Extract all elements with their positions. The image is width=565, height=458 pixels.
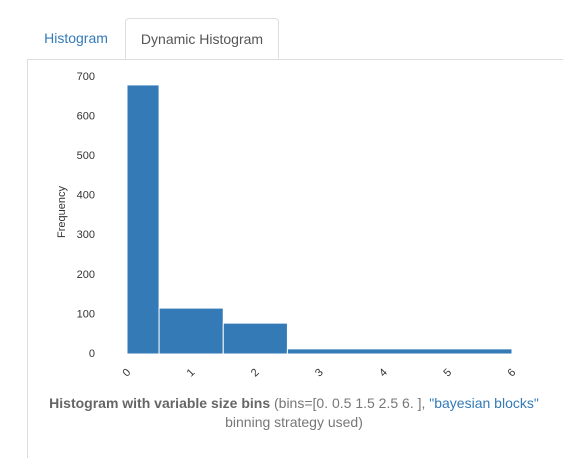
bar bbox=[222, 322, 288, 355]
panel-border bbox=[27, 59, 28, 458]
x-tick-label: 0 bbox=[121, 367, 134, 380]
y-tick-label: 200 bbox=[77, 269, 95, 281]
tab[interactable]: Histogram bbox=[44, 30, 108, 46]
y-tick-label: 600 bbox=[77, 110, 95, 122]
tab-border bbox=[27, 59, 563, 60]
caption: Histogram with variable size bins (bins=… bbox=[34, 394, 554, 432]
caption-text: (bins=[0. 0.5 1.5 2.5 6. ], bbox=[274, 395, 426, 411]
x-tick-label: 2 bbox=[249, 367, 262, 380]
caption-title: Histogram with variable size bins bbox=[49, 395, 271, 411]
x-tick-label: 5 bbox=[441, 367, 454, 380]
y-tick-label: 0 bbox=[89, 348, 95, 360]
y-tick-label: 500 bbox=[77, 150, 95, 162]
y-tick-label: 400 bbox=[77, 190, 95, 202]
caption-suffix: binning strategy used) bbox=[225, 414, 363, 430]
y-tick-label: 100 bbox=[77, 308, 95, 320]
x-tick-label: 3 bbox=[313, 367, 326, 380]
x-tick-label: 6 bbox=[506, 367, 519, 380]
y-tick-label: 300 bbox=[77, 229, 95, 241]
x-tick-label: 1 bbox=[185, 367, 198, 380]
y-axis-label: Frequency bbox=[56, 186, 68, 238]
bar bbox=[158, 307, 224, 355]
x-tick-label: 4 bbox=[377, 367, 390, 380]
tab-active[interactable]: Dynamic Histogram bbox=[125, 18, 279, 59]
y-tick-label: 700 bbox=[77, 71, 95, 83]
caption-link[interactable]: "bayesian blocks" bbox=[429, 395, 539, 411]
bar bbox=[286, 348, 513, 355]
bar bbox=[126, 84, 160, 355]
